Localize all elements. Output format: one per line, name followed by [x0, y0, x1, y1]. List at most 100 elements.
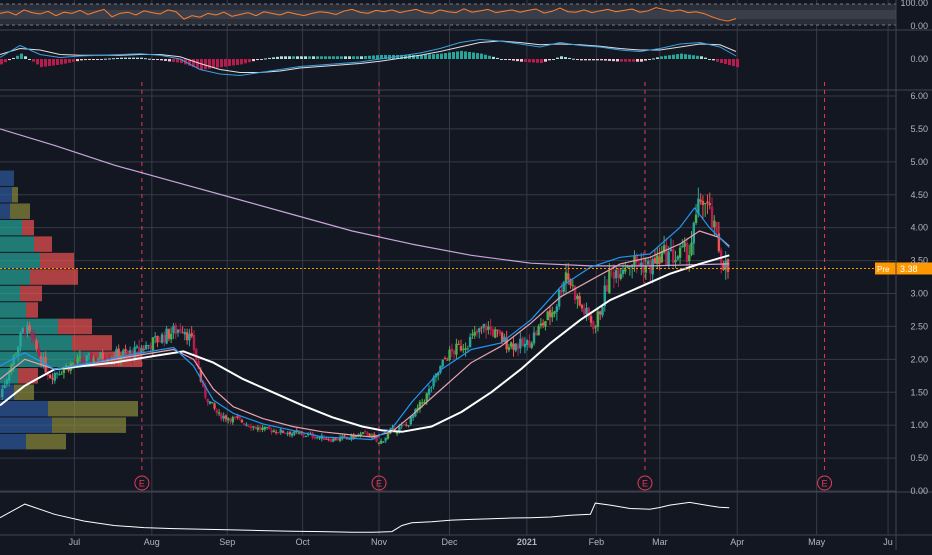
time-axis-label: Ju: [883, 537, 893, 547]
macd-histogram-bar: [304, 56, 307, 59]
time-axis-label: Dec: [441, 537, 458, 547]
candle-body: [605, 285, 609, 292]
macd-histogram-bar: [100, 59, 103, 60]
volume-profile-down-bar: [10, 203, 30, 219]
candle-body: [197, 360, 200, 369]
candle-body: [350, 434, 353, 440]
candle-body: [505, 338, 508, 350]
candle-body: [516, 344, 520, 350]
macd-histogram-bar: [152, 59, 155, 60]
candle-body: [19, 333, 22, 347]
earnings-label: E: [139, 479, 145, 489]
candle-body: [53, 373, 56, 381]
candle-body: [281, 430, 285, 433]
candle-body: [553, 311, 556, 314]
candle-body: [58, 374, 61, 376]
macd-histogram-bar: [380, 54, 383, 59]
macd-histogram-bar: [144, 58, 147, 60]
candle-body: [446, 359, 449, 361]
moving-average-line-ma-fast: [0, 207, 730, 441]
candle-body: [222, 415, 225, 419]
macd-histogram-bar: [68, 59, 71, 63]
candle-body: [151, 337, 155, 351]
candle-body: [578, 296, 581, 306]
candle-body: [12, 355, 15, 366]
macd-histogram-bar: [252, 59, 255, 62]
macd-histogram-bar: [216, 59, 219, 68]
time-axis-label: Mar: [652, 537, 668, 547]
candle-body: [190, 333, 193, 337]
macd-histogram-bar: [132, 57, 135, 59]
candle-body: [83, 360, 86, 362]
macd-histogram-bar: [52, 59, 55, 66]
macd-histogram-bar: [712, 59, 715, 61]
macd-histogram-bar: [456, 51, 459, 59]
candle-body: [306, 434, 310, 436]
candle-body: [710, 206, 714, 229]
candle-body: [272, 430, 276, 433]
macd-histogram-bar: [664, 55, 667, 59]
volume-profile-up-bar: [0, 400, 48, 417]
volume-profile-down-bar: [12, 187, 18, 203]
macd-histogram-bar: [64, 59, 67, 64]
candle-body: [672, 249, 675, 264]
candle-body: [74, 361, 77, 363]
candle-body: [612, 271, 616, 280]
volume-profile-down-bar: [20, 285, 42, 302]
candle-body: [592, 321, 595, 330]
macd-histogram-bar: [420, 54, 423, 59]
time-axis-label: Sep: [219, 537, 235, 547]
macd-histogram-bar: [452, 51, 455, 59]
macd-histogram-bar: [4, 59, 7, 63]
candle-body: [532, 332, 536, 344]
macd-histogram-bar: [284, 56, 287, 59]
candle-body: [138, 346, 141, 352]
candle-body: [217, 412, 221, 414]
candle-body: [482, 324, 486, 328]
macd-histogram-bar: [672, 54, 675, 59]
moving-average-line-ma-slow: [0, 254, 730, 433]
candle-body: [163, 335, 166, 343]
candle-body: [329, 439, 333, 442]
candle-body: [318, 437, 321, 439]
candle-body: [480, 327, 483, 329]
candle-body: [160, 334, 164, 343]
price-axis-label: 2.00: [910, 354, 928, 364]
candle-body: [676, 256, 680, 260]
candle-body: [717, 233, 721, 252]
candle-body: [366, 432, 369, 435]
candle-body: [284, 432, 287, 434]
macd-histogram-bar: [0, 59, 3, 65]
candle-body: [156, 335, 159, 343]
candle-body: [459, 346, 463, 351]
macd-histogram-bar: [352, 56, 355, 59]
macd-histogram-bar: [500, 59, 503, 60]
candle-body: [336, 439, 339, 441]
candle-body: [87, 353, 91, 355]
candle-body: [256, 427, 260, 430]
candle-body: [3, 384, 6, 389]
macd-histogram-bar: [168, 59, 171, 62]
candle-body: [90, 353, 93, 363]
macd-histogram-bar: [616, 59, 619, 62]
candle-body: [195, 348, 198, 361]
candle-body: [343, 435, 346, 437]
candle-body: [555, 306, 559, 313]
macd-histogram-bar: [512, 59, 515, 61]
macd-histogram-bar: [568, 57, 571, 59]
macd-histogram-bar: [700, 56, 703, 59]
candle-body: [94, 357, 98, 362]
earnings-label: E: [642, 479, 648, 489]
candle-body: [247, 425, 250, 427]
candle-body: [85, 355, 88, 361]
macd-histogram-bar: [104, 58, 107, 60]
rsi-axis-label: 0.00: [910, 21, 928, 31]
earnings-marker: [134, 475, 150, 491]
candle-body: [525, 340, 529, 345]
candle-body: [411, 415, 415, 418]
macd-histogram-bar: [636, 59, 639, 62]
earnings-label: E: [822, 479, 828, 489]
